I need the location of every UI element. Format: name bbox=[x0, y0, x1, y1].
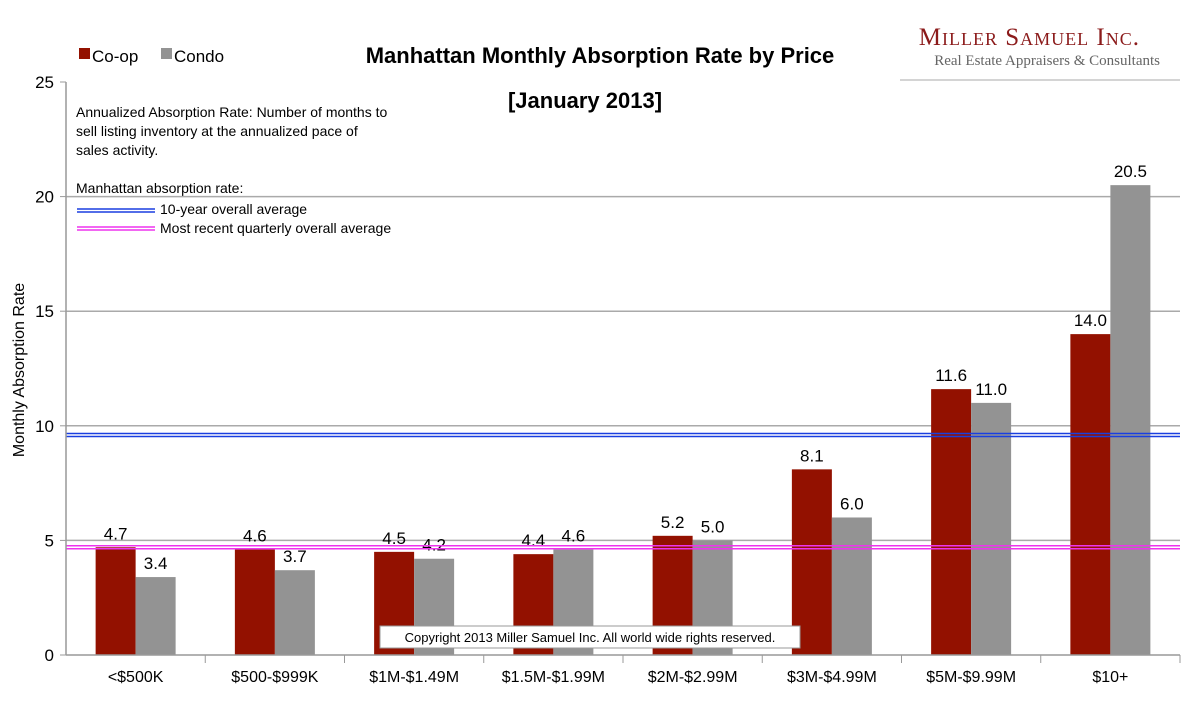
x-tick-label: <$500K bbox=[108, 669, 164, 686]
bar-condo bbox=[831, 517, 872, 655]
data-label: 5.2 bbox=[661, 513, 685, 532]
data-label: 3.7 bbox=[283, 547, 307, 566]
data-label: 4.5 bbox=[382, 529, 406, 548]
legend-label-condo: Condo bbox=[174, 47, 224, 66]
y-tick-label: 25 bbox=[35, 73, 54, 92]
data-label: 4.4 bbox=[522, 531, 546, 550]
ref-label-10yr: 10-year overall average bbox=[160, 201, 307, 217]
copyright-box bbox=[379, 625, 801, 649]
data-label: 6.0 bbox=[840, 494, 864, 513]
data-label: 11.6 bbox=[935, 366, 967, 385]
y-tick-label: 0 bbox=[45, 646, 54, 665]
annotation-line-2: sell listing inventory at the annualized… bbox=[76, 123, 358, 139]
bar-co-op bbox=[1070, 334, 1111, 655]
x-tick-label: $1M-$1.49M bbox=[369, 669, 459, 686]
data-label: 5.0 bbox=[701, 517, 725, 536]
reference-heading: Manhattan absorption rate: bbox=[76, 180, 243, 196]
bar-condo bbox=[274, 570, 315, 655]
y-tick-label: 20 bbox=[35, 188, 54, 207]
chart-subtitle: [January 2013] bbox=[508, 88, 662, 113]
data-label: 4.7 bbox=[104, 524, 128, 543]
y-tick-label: 5 bbox=[45, 531, 54, 550]
x-tick-label: $500-$999K bbox=[231, 669, 319, 686]
x-tick-label: $3M-$4.99M bbox=[787, 669, 877, 686]
bar-co-op bbox=[95, 547, 136, 655]
data-label: 11.0 bbox=[975, 380, 1007, 399]
data-label: 4.6 bbox=[243, 527, 267, 546]
bar-co-op bbox=[791, 469, 832, 655]
x-tick-label: $1.5M-$1.99M bbox=[502, 669, 605, 686]
bar-condo bbox=[971, 402, 1012, 655]
annotation-line-3: sales activity. bbox=[76, 142, 158, 158]
annotation-line-1: Annualized Absorption Rate: Number of mo… bbox=[76, 104, 388, 120]
x-tick-label: $5M-$9.99M bbox=[926, 669, 1016, 686]
bar-co-op bbox=[234, 549, 275, 655]
ref-label-quarterly: Most recent quarterly overall average bbox=[160, 220, 391, 236]
x-tick-label: $2M-$2.99M bbox=[648, 669, 738, 686]
data-label: 4.6 bbox=[562, 527, 586, 546]
logo-name: Miller Samuel Inc. bbox=[919, 24, 1140, 51]
legend-label-coop: Co-op bbox=[92, 47, 138, 66]
logo-tagline: Real Estate Appraisers & Consultants bbox=[934, 53, 1160, 69]
y-axis-label: Monthly Absorption Rate bbox=[11, 283, 28, 457]
data-label: 3.4 bbox=[144, 554, 168, 573]
legend-swatch-condo bbox=[161, 48, 172, 59]
data-label: 14.0 bbox=[1074, 311, 1107, 330]
legend-swatch-coop bbox=[79, 48, 90, 59]
chart-title: Manhattan Monthly Absorption Rate by Pri… bbox=[366, 43, 835, 68]
y-tick-label: 15 bbox=[35, 302, 54, 321]
bar-condo bbox=[1110, 185, 1151, 655]
data-label: 20.5 bbox=[1114, 162, 1147, 181]
data-label: 8.1 bbox=[800, 446, 824, 465]
x-tick-label: $10+ bbox=[1092, 669, 1128, 686]
y-tick-label: 10 bbox=[35, 417, 54, 436]
bar-co-op bbox=[931, 389, 972, 655]
bar-condo bbox=[135, 577, 176, 655]
copyright-text: Copyright 2013 Miller Samuel Inc. All wo… bbox=[405, 630, 776, 645]
